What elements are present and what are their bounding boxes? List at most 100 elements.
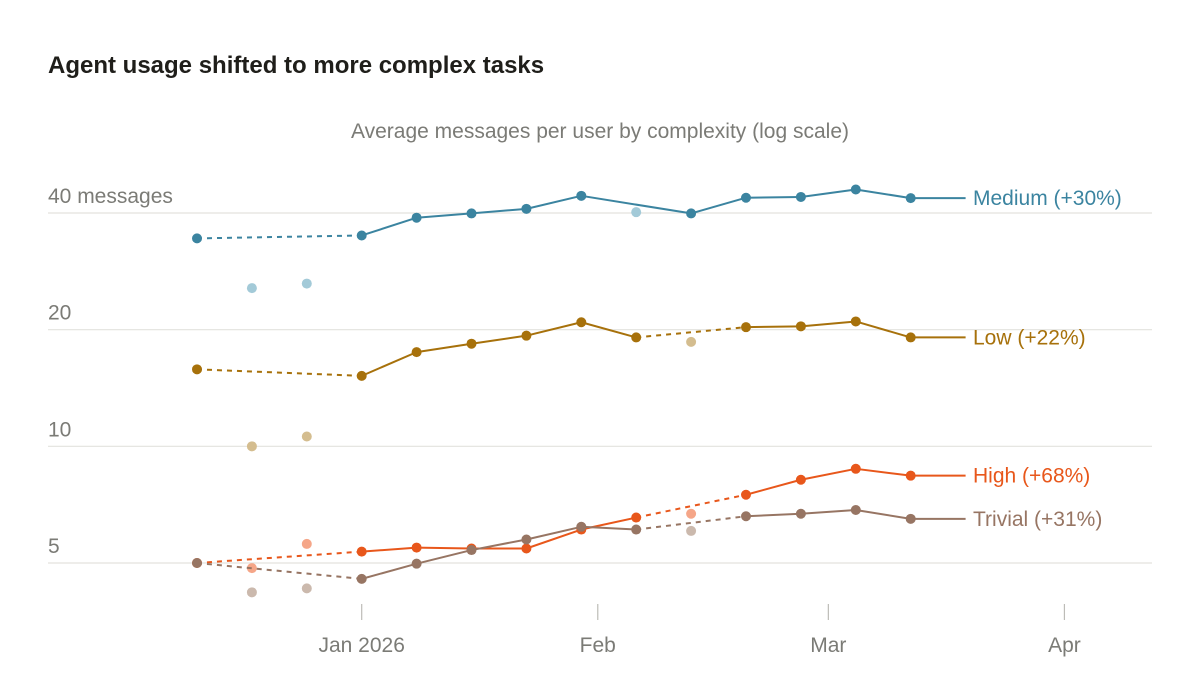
data-point	[576, 317, 587, 328]
series-segment-dashed	[196, 234, 362, 240]
series-layer	[192, 184, 966, 598]
series-segment	[526, 525, 582, 541]
data-point	[631, 524, 642, 535]
series-segment	[855, 320, 911, 339]
data-point	[521, 534, 532, 545]
y-tick-label: 20	[48, 302, 71, 325]
data-point	[795, 191, 806, 202]
series-segment	[581, 194, 692, 215]
data-point-faded	[301, 583, 312, 594]
data-point	[576, 190, 587, 201]
data-point	[192, 364, 202, 375]
series-segment	[361, 351, 417, 377]
data-point	[905, 193, 916, 204]
data-point	[411, 558, 422, 569]
series-segment	[361, 546, 417, 553]
data-point	[631, 332, 642, 343]
data-point	[795, 508, 806, 519]
data-point-faded	[301, 431, 312, 442]
data-point-faded	[301, 278, 312, 289]
data-point	[521, 203, 532, 214]
series-segment	[745, 195, 801, 199]
data-point	[466, 338, 477, 349]
series-segment-dashed	[196, 550, 362, 564]
data-point	[850, 316, 861, 327]
data-point-faded	[246, 563, 257, 574]
data-point-faded	[246, 441, 257, 452]
series-segment	[855, 467, 911, 477]
series-segment	[581, 321, 637, 339]
series-segment	[416, 546, 472, 550]
series-segment	[855, 188, 911, 200]
data-point	[850, 463, 861, 474]
x-tick-label: Mar	[810, 634, 846, 657]
series-low	[192, 316, 966, 452]
series-label: Medium (+30%)	[973, 187, 1122, 210]
data-point	[356, 573, 367, 584]
series-segment	[416, 212, 472, 219]
data-point	[686, 208, 697, 219]
series-segment	[690, 196, 747, 215]
data-point	[741, 489, 751, 500]
x-tick-label: Feb	[580, 634, 616, 657]
data-point-faded	[686, 525, 697, 536]
series-label: Trivial (+31%)	[973, 508, 1102, 531]
series-segment-dashed	[196, 562, 362, 580]
data-point	[466, 208, 477, 219]
series-label: High (+68%)	[973, 465, 1090, 488]
data-point	[631, 512, 642, 523]
series-high	[192, 463, 966, 574]
series-segment	[745, 325, 801, 329]
data-point	[356, 230, 367, 241]
series-segment	[800, 188, 856, 198]
data-point	[192, 233, 202, 244]
data-point-faded	[301, 538, 312, 549]
data-point-faded	[686, 508, 697, 519]
data-point-faded	[631, 207, 642, 218]
series-segment-dashed	[196, 368, 362, 377]
data-point	[741, 322, 751, 333]
y-tick-label: 10	[48, 418, 71, 441]
data-point	[411, 542, 422, 553]
chart-subtitle: Average messages per user by complexity …	[350, 120, 849, 143]
x-tick-label: Jan 2026	[318, 634, 404, 657]
series-label: Low (+22%)	[973, 326, 1086, 349]
x-axis: Jan 2026 Feb Mar Apr	[318, 604, 1081, 657]
data-point	[905, 513, 916, 524]
y-tick-label: 5	[48, 535, 60, 558]
series-trivial	[192, 505, 966, 598]
data-point	[795, 474, 806, 485]
data-point	[356, 370, 367, 381]
series-labels: Medium (+30%) Low (+22%) High (+68%) Trivia…	[973, 187, 1122, 531]
data-point	[521, 543, 532, 554]
series-segment	[800, 467, 856, 481]
data-point	[795, 321, 806, 332]
series-segment	[526, 194, 582, 210]
series-segment	[471, 334, 527, 345]
series-medium	[192, 184, 966, 294]
data-point	[905, 470, 916, 481]
data-point	[905, 332, 916, 343]
series-segment	[361, 562, 417, 580]
data-point	[741, 192, 751, 203]
series-segment	[800, 509, 856, 515]
data-point-faded	[686, 336, 697, 347]
x-tick-label: Apr	[1048, 634, 1081, 657]
data-point	[521, 330, 532, 341]
series-segment	[745, 512, 801, 518]
chart-title: Agent usage shifted to more complex task…	[48, 52, 545, 79]
series-segment	[416, 342, 472, 354]
series-segment	[745, 478, 802, 496]
data-point-faded	[246, 587, 257, 598]
series-segment	[471, 538, 527, 552]
data-point	[741, 511, 751, 522]
data-point	[850, 505, 861, 516]
series-segment	[581, 525, 637, 531]
series-segment	[526, 321, 582, 337]
data-point	[192, 558, 202, 568]
series-segment	[361, 216, 417, 237]
series-segment-dashed	[636, 326, 747, 339]
gridlines	[48, 212, 1152, 564]
data-point	[411, 347, 422, 358]
